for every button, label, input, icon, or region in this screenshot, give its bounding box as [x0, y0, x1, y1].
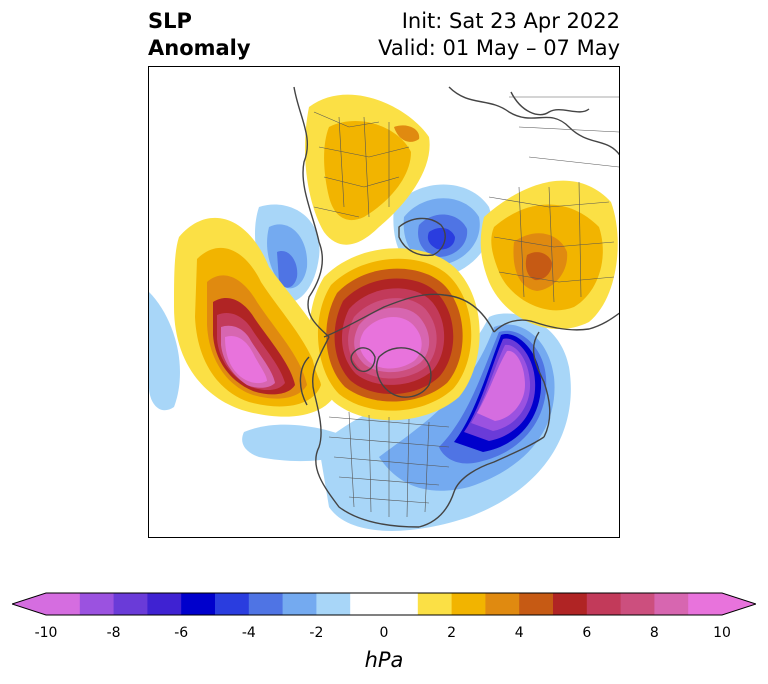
colorbar-segment	[586, 593, 622, 615]
colorbar-segment	[451, 593, 486, 615]
colorbar-segment	[147, 593, 182, 615]
pacific-positive-anomaly	[174, 217, 339, 417]
colorbar-segment	[485, 593, 520, 615]
arctic-positive-anomaly	[309, 248, 480, 421]
coastlines	[293, 86, 619, 528]
colorbar-tick-label: 2	[447, 625, 457, 641]
title-variable: SLP	[148, 9, 192, 33]
colorbar-segment	[248, 593, 284, 615]
colorbar-tick-label: 10	[713, 625, 731, 641]
colorbar-tick-label: 4	[514, 625, 524, 641]
colorbar-units: hPa	[364, 648, 404, 672]
colorbar-segment	[519, 593, 554, 615]
colorbar-tick-label: -10	[34, 625, 58, 641]
atlantic-negative-anomaly	[319, 313, 571, 531]
valid-period: Valid: 01 May – 07 May	[378, 36, 620, 60]
colorbar-segment	[316, 593, 351, 615]
colorbar-segment	[553, 593, 588, 615]
colorbar-segment	[350, 593, 385, 615]
colorbar-segment	[215, 593, 250, 615]
colorbar-segment	[620, 593, 655, 615]
colorbar-segment	[46, 593, 81, 615]
colorbar	[12, 592, 756, 616]
colorbar-tick-label: 0	[379, 625, 389, 641]
map-canvas	[149, 67, 619, 537]
colorbar-extend-high	[722, 593, 756, 615]
anomaly-map	[148, 66, 620, 538]
colorbar-segment	[181, 593, 216, 615]
colorbar-segment	[79, 593, 115, 615]
title-quantity: Anomaly	[148, 36, 251, 60]
political-boundaries	[313, 96, 619, 518]
pacific-edge-negative	[149, 292, 359, 462]
colorbar-segment	[113, 593, 148, 615]
colorbar-segment	[384, 593, 419, 615]
colorbar-tick-label: 6	[582, 625, 592, 641]
colorbar-tick-label: -4	[241, 625, 256, 641]
colorbar-tick-label: 8	[649, 625, 659, 641]
colorbar-extend-low	[12, 593, 46, 615]
colorbar-tick-label: -8	[106, 625, 121, 641]
colorbar-segment	[654, 593, 689, 615]
map-title: SLP Anomaly	[148, 8, 251, 62]
colorbar-tick-label: -2	[309, 625, 324, 641]
map-subtitle: Init: Sat 23 Apr 2022 Valid: 01 May – 07…	[378, 8, 620, 62]
colorbar-segment	[282, 593, 317, 615]
colorbar-tick-label: -6	[174, 625, 189, 641]
colorbar-outline	[12, 592, 756, 616]
colorbar-segment	[688, 593, 723, 615]
init-date: Init: Sat 23 Apr 2022	[401, 9, 620, 33]
russia-positive-anomaly	[480, 180, 618, 330]
colorbar-segment	[417, 593, 453, 615]
